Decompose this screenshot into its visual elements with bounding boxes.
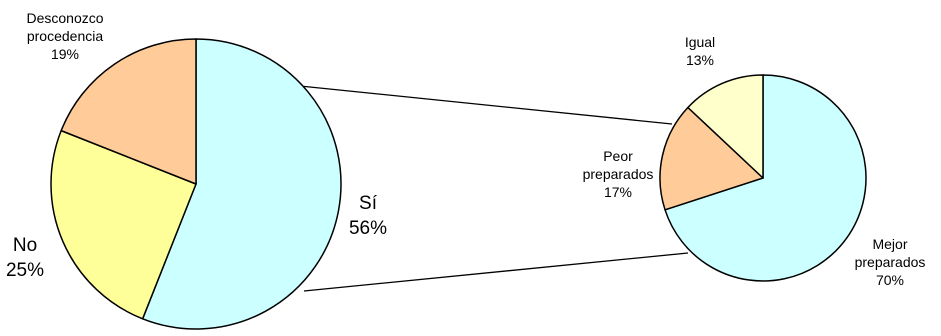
label-mejor: Mejor preparados 70% [854,236,926,288]
main-pie-slice-2 [60,38,197,185]
main-pie-slice-0 [141,38,342,330]
label-peor: Peor preparados 17% [582,148,654,200]
main-pie-slice-1 [50,129,197,320]
secondary-pie-slice-1 [659,106,764,211]
secondary-pie-slice-0 [664,74,867,282]
label-si: Sí 56% [348,193,388,239]
connector-line-bottom [303,252,689,292]
label-desconozco: Desconozco procedencia 19% [26,10,104,62]
connector-line-top [299,85,673,125]
secondary-pie-slice-2 [687,74,764,179]
label-igual: Igual 13% [684,34,716,68]
label-no: No 25% [5,235,45,281]
